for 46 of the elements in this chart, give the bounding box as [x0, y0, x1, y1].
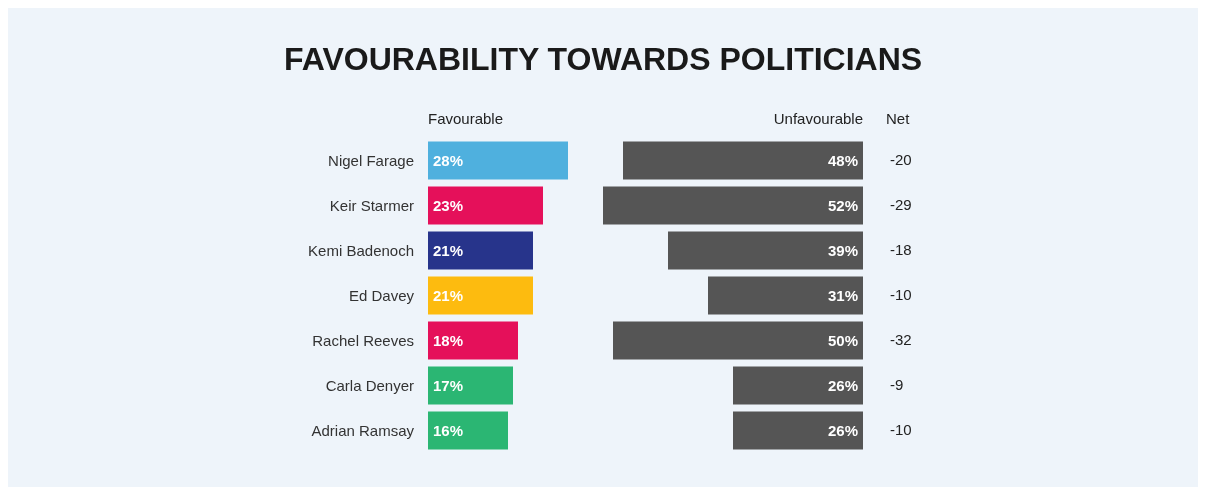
bar	[428, 186, 543, 225]
data-label: 18%	[433, 332, 464, 349]
bar	[428, 141, 568, 180]
data-label: -9	[890, 375, 904, 393]
data-label: -10	[890, 285, 912, 303]
y-tick-label: Keir Starmer	[329, 197, 414, 214]
y-tick-label: Rachel Reeves	[312, 332, 414, 349]
data-label: 26%	[827, 377, 858, 394]
text: Net	[886, 110, 911, 127]
bar	[428, 411, 508, 450]
data-label: 48%	[827, 152, 858, 169]
data-label: -20	[890, 150, 912, 168]
data-label: 26%	[827, 422, 858, 439]
data-label: 23%	[433, 197, 464, 214]
y-tick-label: Carla Denyer	[325, 377, 414, 394]
data-label: 39%	[827, 242, 858, 259]
bar	[623, 141, 863, 180]
data-label: 16%	[433, 422, 464, 439]
series-label: Unfavourable	[773, 110, 864, 127]
data-label: 52%	[827, 197, 858, 214]
series-label: Favourable	[428, 110, 504, 127]
data-label: 17%	[433, 377, 464, 394]
data-label: 28%	[433, 152, 464, 169]
data-label: -10	[890, 420, 912, 438]
bar	[733, 411, 863, 450]
y-tick-label: Nigel Farage	[328, 152, 414, 169]
y-tick-label: Adrian Ramsay	[311, 422, 415, 439]
bar	[428, 231, 533, 270]
bar	[613, 321, 863, 360]
bar	[428, 276, 533, 315]
bar	[428, 366, 513, 405]
bar	[428, 321, 518, 360]
data-label: 21%	[433, 242, 464, 259]
bar	[708, 276, 863, 315]
bar	[733, 366, 863, 405]
data-label: -29	[890, 195, 912, 213]
bar	[668, 231, 863, 270]
bar	[603, 186, 863, 225]
data-label: 21%	[433, 287, 464, 304]
data-label: -32	[890, 330, 912, 348]
data-label: 50%	[827, 332, 858, 349]
y-tick-label: Kemi Badenoch	[308, 242, 414, 259]
y-tick-label: Ed Davey	[348, 287, 415, 304]
data-label: 31%	[827, 287, 858, 304]
data-label: -18	[890, 240, 912, 258]
chart-title: FAVOURABILITY TOWARDS POLITICIANS	[282, 41, 924, 78]
